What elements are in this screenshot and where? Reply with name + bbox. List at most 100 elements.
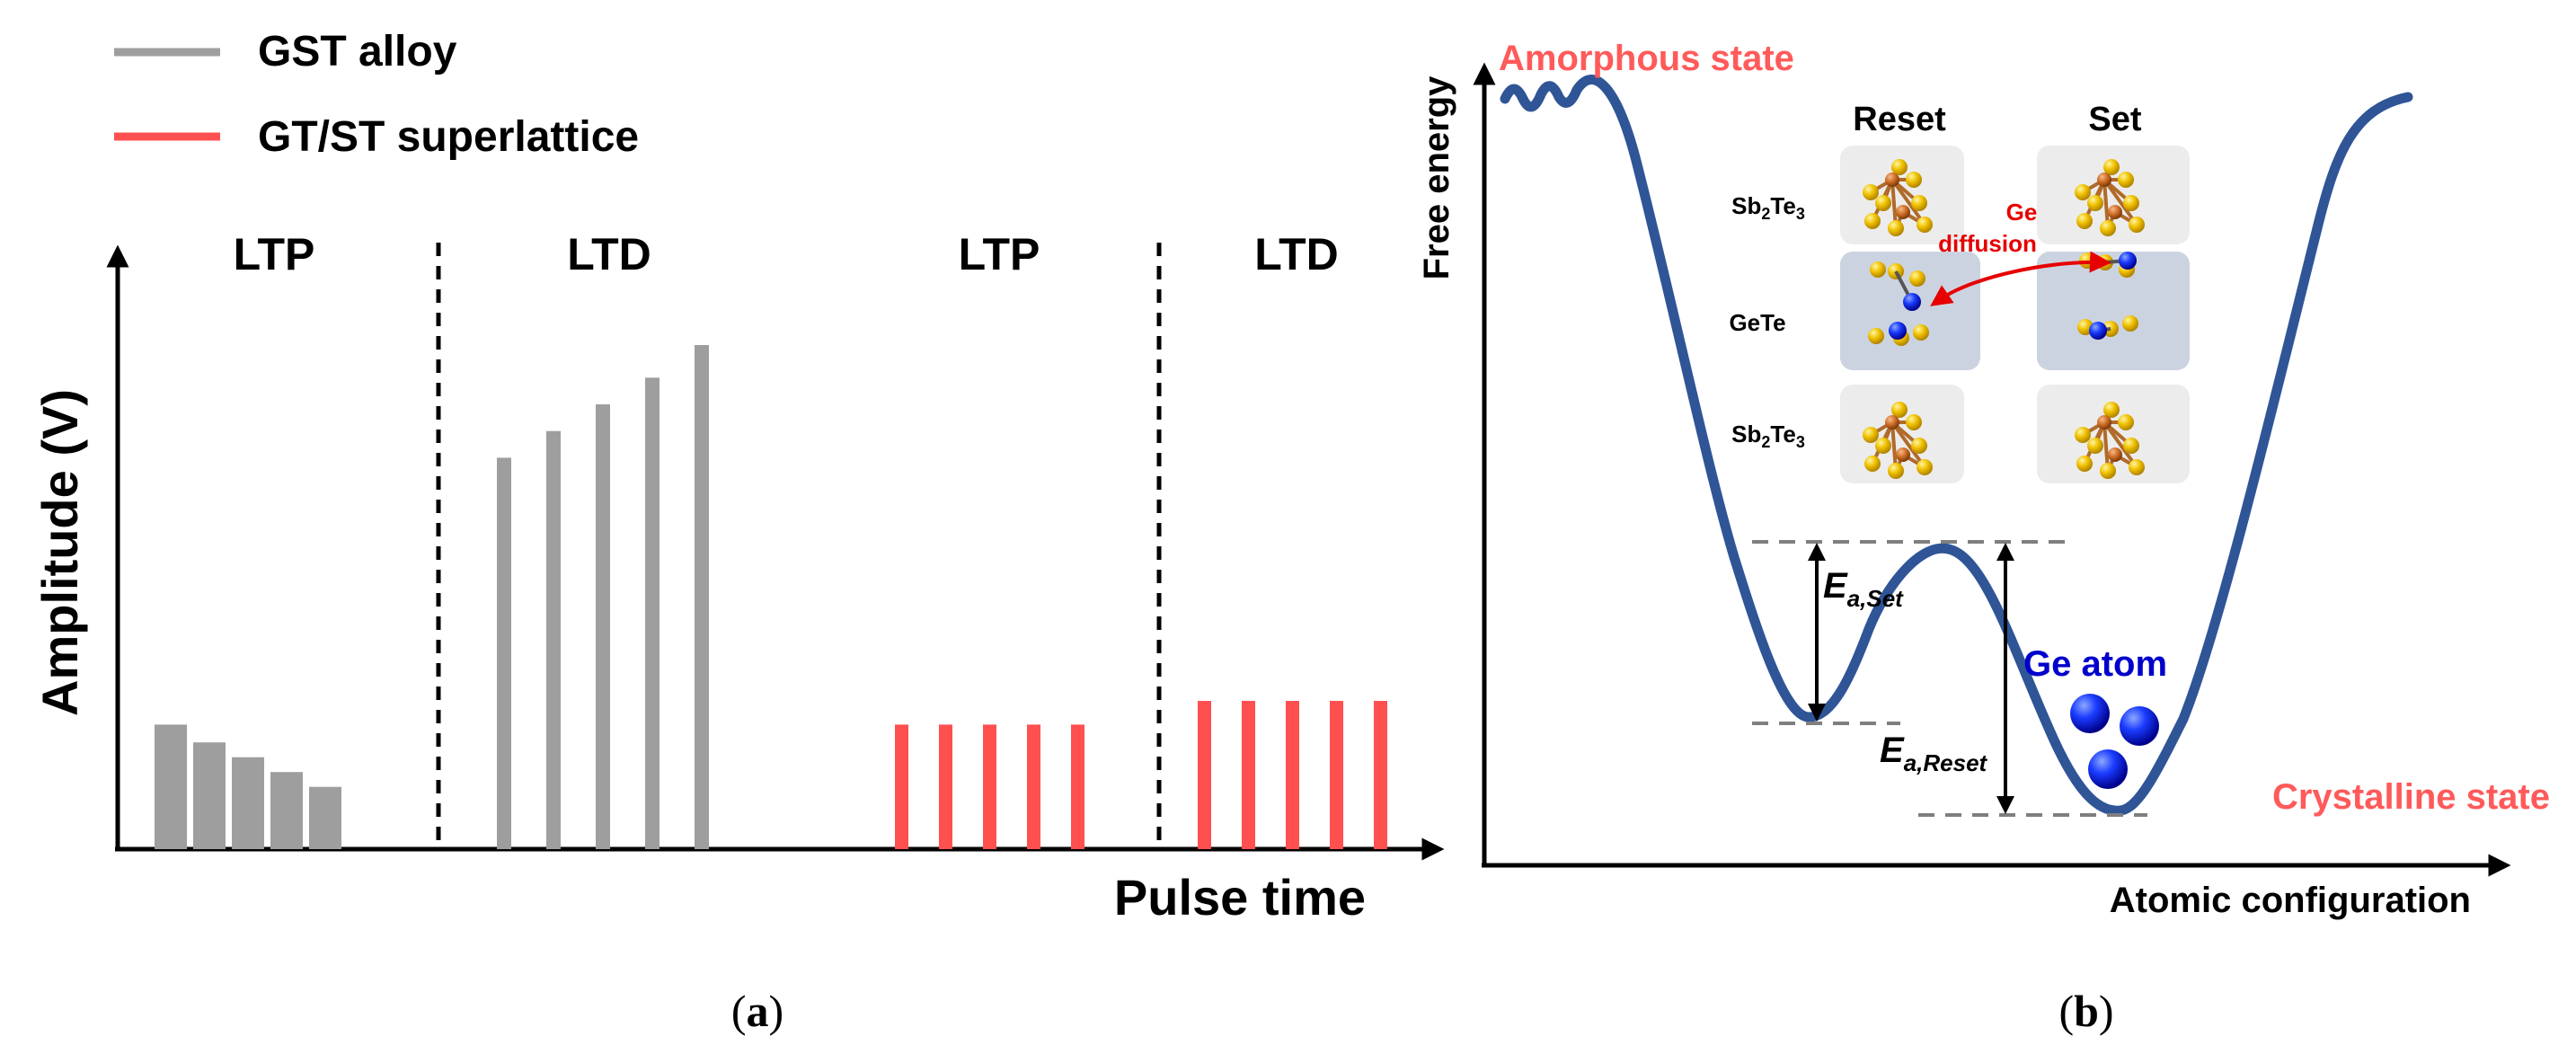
te-atom [2123, 438, 2139, 454]
diffusion-label-line2: diffusion [1938, 230, 2037, 257]
te-atom [2129, 459, 2145, 475]
ge-atom [2119, 252, 2137, 270]
te-atom [2103, 159, 2120, 175]
region-label-ltp-2: LTP [959, 229, 1040, 279]
atom-bond [1890, 421, 1898, 472]
bar-gst-ltd-5 [695, 345, 709, 849]
y-axis-label: Amplitude (V) [31, 389, 88, 716]
atom-bond [1890, 421, 1926, 469]
bar-gst-ltp-1 [155, 724, 187, 849]
te-atom [2122, 315, 2138, 332]
crystalline-state-label: Crystalline state [2272, 777, 2550, 817]
bar-superlattice-ltd-4 [1330, 701, 1343, 849]
ge-atom [1903, 293, 1921, 311]
sb-atom [1885, 415, 1899, 430]
layer-label-sb2te3-top-sub2: 3 [1796, 205, 1805, 223]
te-atom [2129, 217, 2145, 233]
bar-superlattice-ltd-1 [1198, 701, 1211, 849]
reset-label: Reset [1853, 101, 1946, 138]
bar-gst-ltp-4 [270, 772, 303, 849]
te-atom [1906, 172, 1922, 188]
layer-label-sb2te3-bottom-te: Te [1770, 421, 1795, 447]
te-atom [1888, 463, 1904, 479]
te-atom [2076, 456, 2093, 472]
te-atom [2087, 438, 2103, 454]
te-atom [1864, 213, 1881, 229]
te-atom [1917, 217, 1933, 233]
te-atom [1863, 427, 1879, 443]
sb-atom [2108, 447, 2122, 462]
structure-inset: Reset Set Sb2Te3 GeTe Sb2Te3 Ge diffusio… [1729, 101, 2190, 483]
te-atom [2075, 427, 2091, 443]
atom-bond [2102, 179, 2110, 229]
bar-gst-ltp-3 [232, 757, 264, 849]
legend-label-gst: GST alloy [258, 28, 457, 75]
atom-bond [1890, 179, 1898, 229]
legend-label-superlattice: GT/ST superlattice [258, 113, 639, 161]
bar-gst-ltd-3 [596, 404, 610, 849]
ge-atom [1889, 322, 1907, 340]
sb-atom [1896, 447, 1910, 462]
reset-gete-box [1840, 252, 1980, 370]
caption-b: (b) [2058, 986, 2113, 1036]
ea-set-main: E [1823, 566, 1848, 606]
set-gete-box [2037, 252, 2190, 370]
layer-label-sb2te3-bottom-sb: Sb [1731, 421, 1761, 447]
te-atom [2076, 213, 2093, 229]
bar-series [155, 345, 1387, 849]
te-atom [1864, 456, 1881, 472]
bar-superlattice-ltd-5 [1374, 701, 1387, 849]
free-energy-label: Free energy [1417, 75, 1456, 280]
sb-atom [2097, 173, 2111, 187]
ea-reset-label: Ea,Reset [1880, 731, 1988, 776]
layer-label-sb2te3-top-sb: Sb [1731, 192, 1761, 219]
te-atom [1913, 324, 1929, 341]
bar-superlattice-ltd-3 [1286, 701, 1299, 849]
bar-superlattice-ltp-5 [1071, 724, 1084, 849]
atom-bond [2102, 421, 2110, 472]
te-atom [2075, 184, 2091, 200]
ge-atom-sphere [2120, 706, 2159, 746]
amorphous-state-label: Amorphous state [1499, 39, 1794, 78]
te-atom [1875, 195, 1891, 211]
atom-bond [1890, 178, 1926, 226]
te-atom [1911, 195, 1927, 211]
ea-reset-main: E [1880, 731, 1905, 770]
sb-atom [1896, 205, 1910, 219]
bar-superlattice-ltp-1 [895, 724, 908, 849]
ge-atom [2089, 322, 2107, 340]
energy-curve [1500, 75, 2413, 816]
layer-label-gete: GeTe [1729, 309, 1785, 336]
bar-gst-ltd-2 [546, 430, 561, 849]
te-atom [1870, 261, 1886, 278]
atom-bond [2102, 421, 2138, 469]
set-label: Set [2088, 101, 2141, 138]
te-atom [1863, 184, 1879, 200]
layer-label-sb2te3-bottom-sub1: 2 [1761, 433, 1770, 451]
ge-atom-sphere [2088, 749, 2128, 789]
te-atom [2100, 463, 2116, 479]
ge-atom-sphere [2070, 694, 2110, 733]
region-label-ltd-1: LTD [567, 229, 651, 279]
te-atom [2087, 195, 2103, 211]
te-atom [1891, 159, 1908, 175]
layer-label-sb2te3-top-sub1: 2 [1761, 205, 1770, 223]
x-axis-label: Pulse time [1114, 869, 1366, 926]
ea-reset-subscript: a,Reset [1904, 749, 1988, 776]
bar-superlattice-ltp-3 [983, 724, 996, 849]
caption-a-letter: a [747, 986, 769, 1036]
te-atom [1917, 459, 1933, 475]
layer-label-sb2te3-top-te: Te [1770, 192, 1795, 219]
ge-diffusion-arrow [1930, 251, 2111, 306]
layer-label-sb2te3-top: Sb2Te3 [1731, 192, 1805, 223]
te-atom [1906, 414, 1922, 430]
atom-bond [2102, 178, 2138, 226]
bar-superlattice-ltp-2 [939, 724, 952, 849]
legend: GST alloy GT/ST superlattice [114, 28, 639, 161]
bar-gst-ltd-4 [645, 377, 659, 849]
sb-atom [2108, 205, 2122, 219]
panel-a: GST alloy GT/ST superlattice LTP LTD LTP… [31, 28, 1445, 1036]
caption-b-letter: b [2074, 986, 2099, 1036]
bar-superlattice-ltd-2 [1242, 701, 1255, 849]
